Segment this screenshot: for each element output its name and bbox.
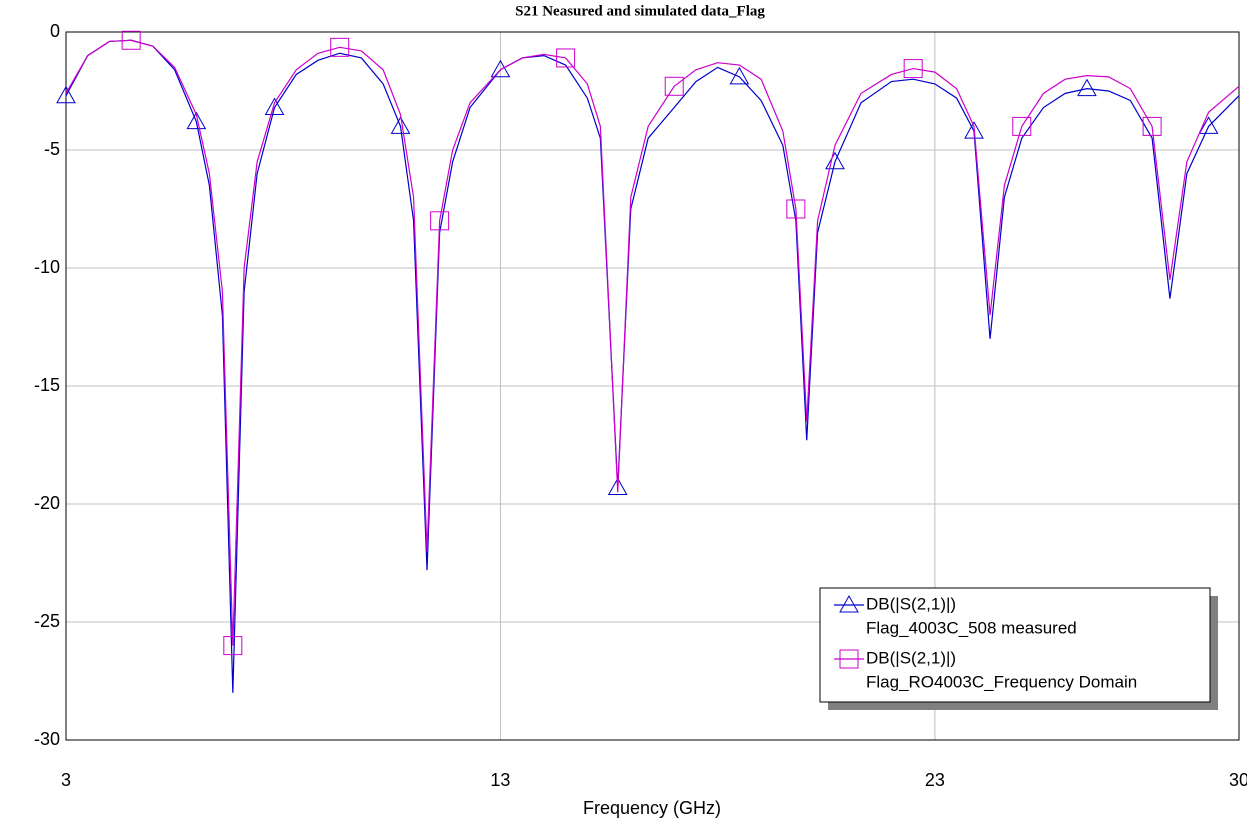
marker — [825, 151, 845, 170]
series-line — [65, 39, 1240, 646]
marker — [664, 76, 684, 96]
marker — [330, 37, 350, 57]
legend-box — [819, 587, 1211, 703]
marker — [1142, 116, 1162, 136]
legend-label: Flag_RO4003C_Frequency Domain — [866, 672, 1137, 691]
marker — [903, 59, 923, 79]
marker — [264, 97, 285, 116]
chart-title: S21 Neasured and simulated data_Flag — [515, 3, 765, 19]
marker — [1077, 78, 1097, 97]
y-tick-label: -30 — [34, 729, 60, 749]
x-tick-label: 3 — [61, 770, 71, 790]
x-tick-label: 13 — [490, 770, 510, 790]
plot-frame — [65, 31, 1240, 741]
marker — [556, 48, 576, 68]
marker — [121, 30, 141, 50]
y-tick-label: -20 — [34, 493, 60, 513]
y-tick-label: -25 — [34, 611, 60, 631]
y-tick-label: -5 — [44, 139, 60, 159]
x-tick-label: 23 — [925, 770, 945, 790]
x-tick-label: 30 — [1229, 770, 1247, 790]
marker — [56, 85, 76, 104]
marker — [430, 211, 450, 231]
marker — [607, 477, 628, 495]
marker — [964, 121, 984, 139]
y-tick-label: 0 — [50, 21, 60, 41]
legend-label: Flag_4003C_508 measured — [866, 618, 1077, 637]
legend-marker — [839, 649, 859, 669]
legend-label: DB(|S(2,1)|) — [866, 594, 956, 613]
marker — [729, 66, 750, 85]
legend-label: DB(|S(2,1)|) — [866, 648, 956, 667]
y-tick-label: -15 — [34, 375, 60, 395]
x-axis-label: Frequency (GHz) — [583, 798, 721, 818]
y-tick-label: -10 — [34, 257, 60, 277]
marker — [1198, 116, 1219, 134]
marker — [186, 111, 207, 130]
legend-marker — [839, 594, 859, 613]
marker — [390, 116, 411, 134]
marker — [786, 199, 806, 219]
marker — [1012, 116, 1032, 136]
marker — [490, 59, 511, 78]
marker — [223, 636, 243, 656]
